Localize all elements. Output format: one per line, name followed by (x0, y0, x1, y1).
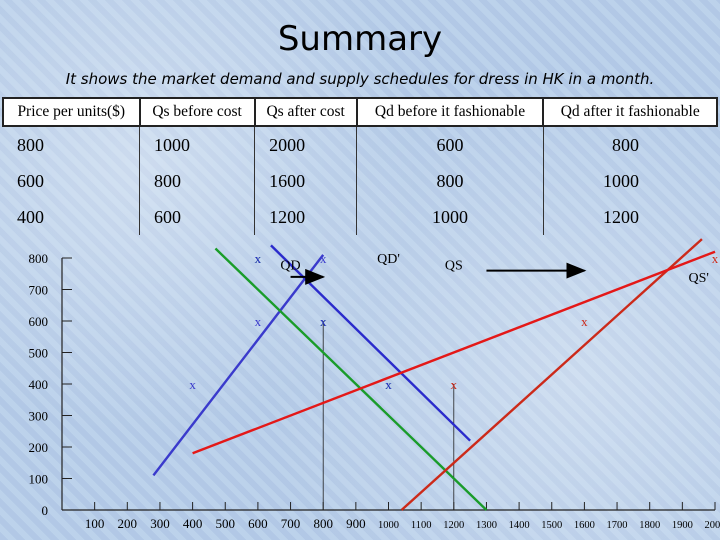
y-tick-label: 300 (29, 409, 49, 424)
point-marker: x (451, 377, 458, 392)
table-row: 600 800 1600 800 1000 (3, 163, 717, 199)
header-qs-after: Qs after cost (253, 97, 358, 127)
y-tick-label: 500 (29, 346, 49, 361)
point-marker: x (255, 314, 262, 329)
y-tick-label: 0 (42, 503, 49, 518)
series-line (214, 247, 488, 511)
y-tick-label: 600 (29, 314, 49, 329)
series-line (192, 250, 716, 455)
x-tick-label: 200 (118, 516, 138, 531)
cell-price: 400 (17, 206, 44, 227)
point-marker: x (320, 251, 327, 266)
cell-price: 800 (17, 134, 44, 155)
cell-qs-before: 1000 (138, 126, 255, 163)
header-price: Price per units($) (2, 97, 141, 127)
point-marker: x (581, 314, 588, 329)
point-marker: x (320, 314, 327, 329)
y-tick-label: 200 (29, 440, 49, 455)
cell-qd-after: 1200 (542, 199, 717, 235)
page-subtitle: It shows the market demand and supply sc… (65, 70, 655, 88)
curve-label: QS (445, 258, 463, 273)
x-tick-label: 1200 (443, 520, 464, 531)
x-tick-label: 1700 (607, 520, 628, 531)
x-tick-label: 1400 (509, 520, 530, 531)
point-marker: x (189, 377, 196, 392)
y-tick-label: 100 (29, 472, 49, 487)
cell-qs-before: 600 (138, 199, 255, 235)
cell-qs-before: 800 (138, 163, 255, 199)
cell-qs-after: 1200 (254, 199, 357, 235)
x-tick-label: 1500 (541, 520, 562, 531)
schedule-header-row: Price per units($) Qs before cost Qs aft… (2, 97, 718, 127)
point-marker: x (320, 314, 327, 329)
x-tick-label: 2000 (705, 520, 720, 531)
curve-label: QD (280, 258, 300, 273)
point-marker: x (255, 251, 262, 266)
x-tick-label: 1800 (639, 520, 660, 531)
series-line (270, 244, 471, 442)
cell-qd-after: 1000 (542, 163, 717, 199)
curve-label: QS' (688, 271, 708, 286)
header-qd-after: Qd after it fashionable (542, 97, 718, 127)
cell-qd-before: 1000 (356, 199, 544, 235)
cell-qd-before: 600 (356, 126, 544, 163)
schedule-table: Price per units($) Qs before cost Qs aft… (2, 97, 718, 235)
x-tick-label: 1100 (411, 520, 432, 531)
series-line (400, 238, 703, 511)
header-qd-before: Qd before it fashionable (355, 97, 545, 127)
curve-label: QD' (377, 252, 400, 267)
table-row: 400 600 1200 1000 1200 (3, 199, 717, 235)
x-tick-label: 1900 (672, 520, 693, 531)
point-marker: x (255, 251, 262, 266)
y-tick-label: 700 (29, 283, 49, 298)
header-qs-before: Qs before cost (138, 97, 256, 127)
x-tick-label: 900 (346, 516, 366, 531)
x-tick-label: 1300 (476, 520, 497, 531)
x-tick-label: 800 (313, 516, 333, 531)
page-title: Summary (277, 19, 443, 59)
cell-qd-after: 800 (542, 126, 717, 163)
cell-qs-after: 1600 (254, 163, 357, 199)
y-tick-label: 800 (29, 251, 49, 266)
x-tick-label: 700 (281, 516, 301, 531)
point-marker: x (385, 377, 392, 392)
point-marker: x (712, 251, 719, 266)
point-marker: x (385, 377, 392, 392)
x-tick-label: 600 (248, 516, 268, 531)
x-tick-label: 300 (150, 516, 170, 531)
cell-qd-before: 800 (356, 163, 544, 199)
x-tick-label: 1600 (574, 520, 595, 531)
x-tick-label: 1000 (378, 520, 399, 531)
cell-qs-after: 2000 (254, 126, 357, 163)
x-tick-label: 100 (85, 516, 105, 531)
cell-price: 600 (17, 170, 44, 191)
x-tick-label: 500 (216, 516, 236, 531)
x-tick-label: 400 (183, 516, 203, 531)
y-tick-label: 400 (29, 377, 49, 392)
table-row: 800 1000 2000 600 800 (3, 126, 717, 163)
series-line (152, 254, 325, 477)
